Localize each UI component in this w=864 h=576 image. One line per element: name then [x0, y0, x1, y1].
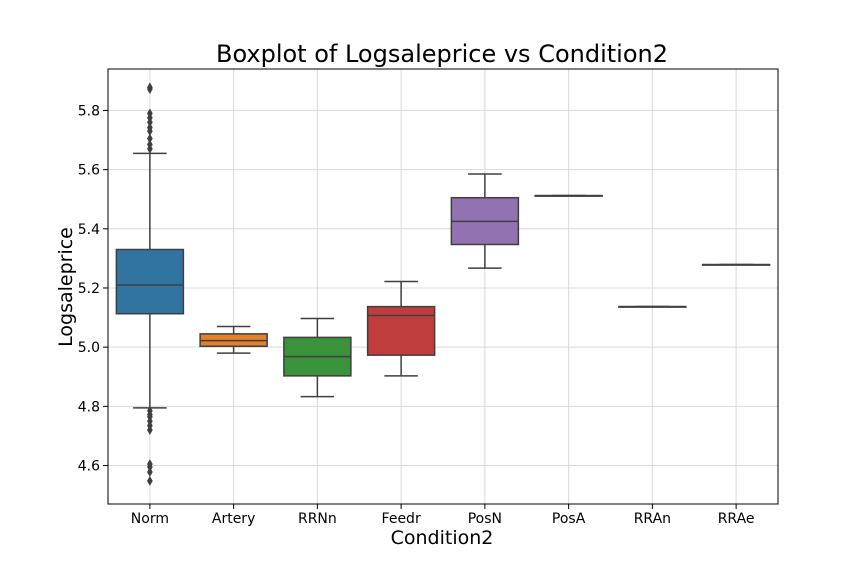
- y-tick-label: 5.0: [78, 340, 100, 356]
- y-axis-label: Logsaleprice: [55, 227, 77, 347]
- box-rrae: [701, 263, 771, 266]
- y-tick-label: 5.8: [78, 103, 100, 119]
- outlier-point: [146, 467, 153, 478]
- outlier-point: [146, 425, 153, 436]
- x-tick-label: RRAn: [634, 511, 671, 527]
- y-tick-label: 4.8: [78, 399, 100, 415]
- y-tick-label: 5.6: [78, 163, 100, 179]
- iqr-box: [366, 305, 436, 356]
- y-tick-label: 5.2: [78, 281, 100, 297]
- x-tick-label: RRAe: [718, 511, 755, 527]
- x-tick-label: PosN: [468, 511, 502, 527]
- x-axis-ticks: Norm Artery RRNn Feedr PosN PosA RRAn RRAe: [131, 504, 755, 527]
- plot-frame: [107, 68, 779, 505]
- box-norm: [115, 82, 185, 486]
- y-axis-ticks: 4.6 4.8 5.0 5.2 5.4 5.6 5.8: [78, 103, 108, 475]
- outlier-point: [146, 143, 153, 154]
- box-rran: [618, 305, 687, 308]
- x-tick-label: Norm: [131, 511, 169, 527]
- outlier-point: [146, 475, 153, 486]
- x-axis-label: Condition2: [391, 527, 494, 549]
- box-rrnn: [283, 317, 352, 398]
- x-tick-label: PosA: [552, 511, 586, 527]
- y-tick-label: 4.6: [78, 459, 100, 475]
- x-tick-label: RRNn: [298, 511, 337, 527]
- iqr-box: [115, 248, 185, 315]
- boxes: [115, 82, 771, 486]
- outlier-point: [146, 82, 153, 93]
- box-feedr: [366, 280, 436, 377]
- y-tick-label: 5.4: [78, 222, 100, 238]
- chart-title: Boxplot of Logsaleprice vs Condition2: [216, 40, 668, 68]
- x-tick-label: Feedr: [382, 511, 421, 527]
- x-tick-label: Artery: [212, 511, 255, 527]
- box-posn: [450, 173, 520, 269]
- grid-lines: [108, 69, 778, 504]
- box-posa: [534, 194, 603, 197]
- box-artery: [199, 325, 268, 354]
